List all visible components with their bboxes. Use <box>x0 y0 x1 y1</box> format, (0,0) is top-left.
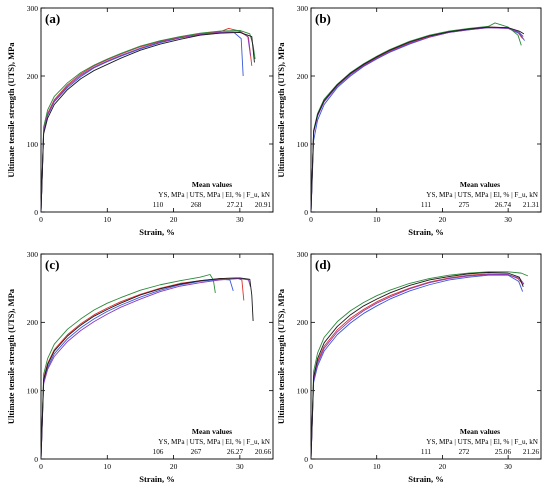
mean-value-el: 27.21 <box>227 201 244 209</box>
mean-value-fu: 21.31 <box>523 201 540 209</box>
y-tick-label: 300 <box>27 4 39 13</box>
mean-values-header: YS, MPa | UTS, MPa | El, % | F_u, kN <box>158 438 271 446</box>
mean-values-box: Mean values YS, MPa | UTS, MPa | El, % | … <box>421 427 540 456</box>
stress-strain-curve-3 <box>40 278 251 460</box>
stress-strain-curve-0 <box>310 273 524 460</box>
x-axis-title: Strain, % <box>408 227 443 237</box>
stress-strain-curve-2 <box>40 29 256 213</box>
y-tick-label: 100 <box>27 140 39 149</box>
mean-values-title: Mean values <box>460 180 500 189</box>
mean-values-title: Mean values <box>192 427 232 436</box>
x-tick-label: 20 <box>439 462 447 471</box>
y-tick-label: 0 <box>34 208 38 217</box>
plot-frame <box>40 7 274 213</box>
panel-label: (b) <box>315 11 331 26</box>
mean-value-uts: 272 <box>459 448 470 456</box>
x-tick-label: 30 <box>236 215 244 224</box>
stress-strain-curve-4 <box>310 26 525 213</box>
stress-strain-curve-0 <box>40 27 253 213</box>
mean-value-uts: 275 <box>459 201 470 209</box>
panel-label: (c) <box>45 257 59 272</box>
x-tick-label: 20 <box>170 462 178 471</box>
x-tick-label: 10 <box>373 215 381 224</box>
mean-value-fu: 21.26 <box>523 448 540 456</box>
y-tick-label: 100 <box>297 140 309 149</box>
mean-values-header: YS, MPa | UTS, MPa | El, % | F_u, kN <box>158 191 271 199</box>
x-tick-label: 30 <box>504 215 512 224</box>
stress-strain-curve-4 <box>310 272 524 460</box>
y-tick-label: 200 <box>27 72 39 81</box>
plot-frame <box>40 253 274 460</box>
y-tick-label: 0 <box>34 455 38 464</box>
x-tick-label: 20 <box>439 215 447 224</box>
y-axis-title: Ultimate tensile strength (UTS), MPa <box>6 288 16 424</box>
x-tick-label: 10 <box>104 215 112 224</box>
x-tick-label: 30 <box>504 462 512 471</box>
mean-values-title: Mean values <box>460 427 500 436</box>
mean-values-header: YS, MPa | UTS, MPa | El, % | F_u, kN <box>426 191 539 199</box>
stress-strain-curve-4 <box>40 277 254 460</box>
plot-frame <box>310 7 542 213</box>
y-tick-label: 0 <box>304 455 308 464</box>
mean-values-box: Mean values YS, MPa | UTS, MPa | El, % | … <box>153 427 272 456</box>
x-tick-label: 0 <box>309 462 313 471</box>
stress-strain-curve-2 <box>40 274 216 460</box>
x-tick-label: 20 <box>170 215 178 224</box>
y-tick-label: 300 <box>297 250 309 259</box>
mean-value-uts: 267 <box>191 448 202 456</box>
mean-value-ys: 110 <box>153 201 164 209</box>
mean-value-ys: 111 <box>421 201 432 209</box>
stress-strain-curve-3 <box>40 31 251 213</box>
x-axis-title: Strain, % <box>139 474 174 484</box>
x-tick-label: 0 <box>39 215 43 224</box>
stress-strain-curve-4 <box>40 32 255 213</box>
y-tick-label: 300 <box>297 4 309 13</box>
mean-value-el: 25.06 <box>495 448 512 456</box>
mean-value-el: 26.74 <box>495 201 512 209</box>
y-tick-label: 200 <box>27 318 39 327</box>
y-tick-label: 300 <box>27 250 39 259</box>
y-axis-title: Ultimate tensile strength (UTS), MPa <box>6 42 16 178</box>
x-tick-label: 0 <box>309 215 313 224</box>
mean-value-ys: 111 <box>421 448 432 456</box>
plot-frame <box>310 253 542 460</box>
panel-label: (d) <box>315 257 331 272</box>
stress-strain-curve-2 <box>310 271 529 460</box>
mean-value-fu: 20.91 <box>255 201 272 209</box>
mean-values-box: Mean values YS, MPa | UTS, MPa | El, % | … <box>421 180 540 209</box>
y-tick-label: 100 <box>297 386 309 395</box>
y-tick-label: 200 <box>297 318 309 327</box>
y-axis-title: Ultimate tensile strength (UTS), MPa <box>276 288 286 424</box>
x-tick-label: 30 <box>236 462 244 471</box>
mean-value-fu: 20.66 <box>255 448 272 456</box>
y-axis-title: Ultimate tensile strength (UTS), MPa <box>276 42 286 178</box>
panel-label: (a) <box>45 11 60 26</box>
mean-values-box: Mean values YS, MPa | UTS, MPa | El, % | … <box>153 180 272 209</box>
stress-strain-curve-3 <box>310 27 524 213</box>
mean-value-ys: 106 <box>153 448 164 456</box>
stress-strain-curve-1 <box>40 278 234 460</box>
mean-values-title: Mean values <box>192 180 232 189</box>
x-tick-label: 0 <box>39 462 43 471</box>
stress-strain-curve-1 <box>310 274 524 460</box>
mean-value-el: 26.27 <box>227 448 244 456</box>
mean-values-header: YS, MPa | UTS, MPa | El, % | F_u, kN <box>426 438 539 446</box>
x-axis-title: Strain, % <box>408 474 443 484</box>
y-tick-label: 0 <box>304 208 308 217</box>
x-axis-title: Strain, % <box>139 227 174 237</box>
mean-value-uts: 268 <box>191 201 202 209</box>
x-tick-label: 10 <box>373 462 381 471</box>
stress-strain-curve-3 <box>310 274 525 460</box>
y-tick-label: 100 <box>27 386 39 395</box>
stress-strain-curve-2 <box>310 22 522 213</box>
y-tick-label: 200 <box>297 72 309 81</box>
x-tick-label: 10 <box>104 462 112 471</box>
